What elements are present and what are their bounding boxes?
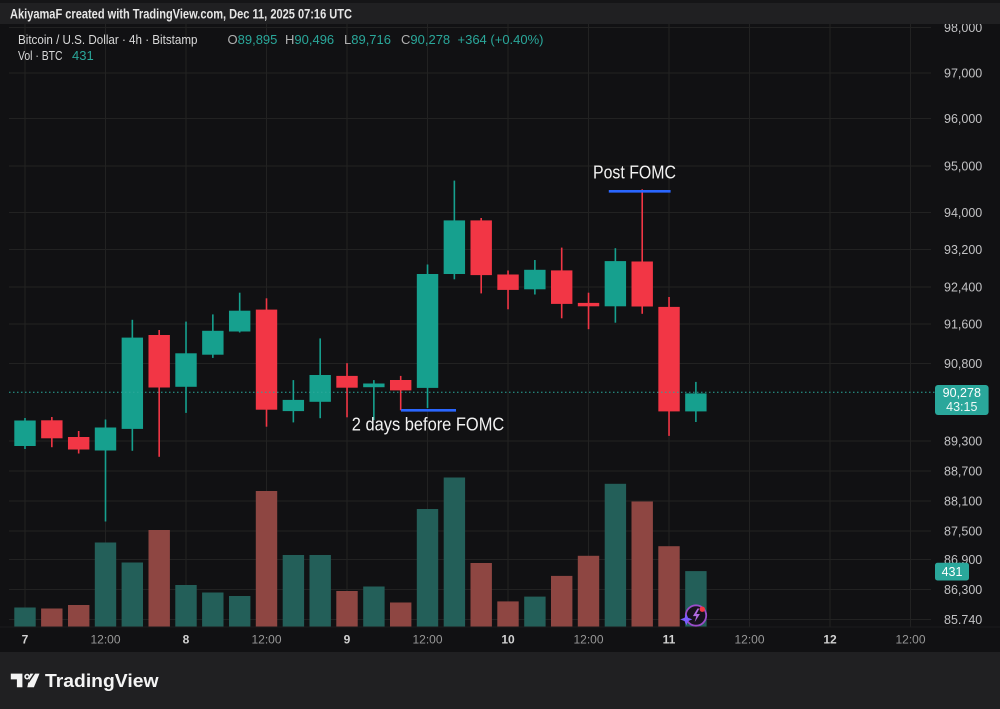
svg-text:87,500: 87,500 (944, 524, 982, 538)
svg-text:12:00: 12:00 (251, 633, 281, 647)
svg-text:94,000: 94,000 (944, 206, 982, 220)
svg-text:90,800: 90,800 (944, 357, 982, 371)
svg-text:91,600: 91,600 (944, 317, 982, 331)
svg-text:43:15: 43:15 (946, 400, 977, 414)
svg-text:90,278: 90,278 (943, 386, 981, 400)
svg-text:+364 (+0.40%): +364 (+0.40%) (458, 32, 544, 47)
svg-text:11: 11 (663, 633, 676, 647)
svg-text:12:00: 12:00 (734, 633, 764, 647)
svg-text:L89,716: L89,716 (344, 32, 391, 47)
svg-text:Post FOMC: Post FOMC (593, 163, 676, 183)
svg-text:10: 10 (501, 633, 515, 647)
svg-text:93,200: 93,200 (944, 243, 982, 257)
svg-text:98,000: 98,000 (944, 21, 982, 35)
svg-text:12: 12 (823, 633, 837, 647)
svg-text:88,100: 88,100 (944, 494, 982, 508)
svg-text:92,400: 92,400 (944, 280, 982, 294)
svg-text:95,000: 95,000 (944, 159, 982, 173)
svg-text:H90,496: H90,496 (285, 32, 334, 47)
svg-text:12:00: 12:00 (90, 633, 120, 647)
svg-text:8: 8 (183, 633, 190, 647)
svg-text:Vol · BTC: Vol · BTC (18, 48, 63, 63)
svg-text:O89,895: O89,895 (228, 32, 278, 47)
svg-text:Bitcoin / U.S. Dollar · 4h · B: Bitcoin / U.S. Dollar · 4h · Bitstamp (18, 32, 198, 47)
svg-text:AkiyamaF created with TradingV: AkiyamaF created with TradingView.com, D… (10, 6, 352, 21)
svg-text:86,300: 86,300 (944, 583, 982, 597)
svg-text:TradingView: TradingView (45, 670, 159, 691)
svg-text:89,300: 89,300 (944, 434, 982, 448)
svg-text:85.740: 85.740 (944, 613, 982, 627)
svg-text:12:00: 12:00 (573, 633, 603, 647)
svg-text:97,000: 97,000 (944, 66, 982, 80)
svg-text:12:00: 12:00 (412, 633, 442, 647)
svg-text:9: 9 (344, 633, 351, 647)
svg-text:12:00: 12:00 (895, 633, 925, 647)
svg-text:431: 431 (72, 48, 94, 63)
svg-text:7: 7 (22, 633, 29, 647)
svg-text:96,000: 96,000 (944, 112, 982, 126)
svg-text:88,700: 88,700 (944, 464, 982, 478)
svg-text:2 days before FOMC: 2 days before FOMC (352, 415, 505, 435)
svg-text:431: 431 (942, 565, 963, 579)
svg-text:C90,278: C90,278 (401, 32, 450, 47)
